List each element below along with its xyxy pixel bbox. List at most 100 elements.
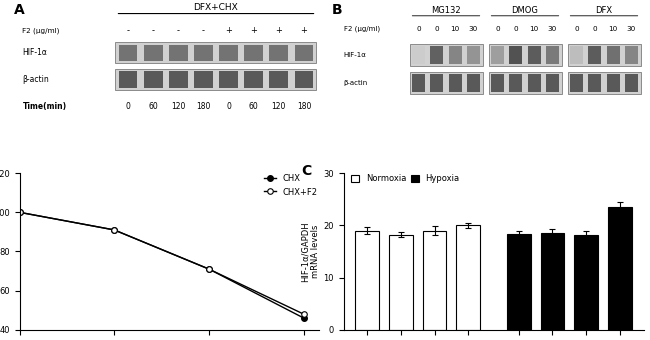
Bar [456, 225, 480, 330]
Text: -: - [202, 26, 205, 35]
Bar [244, 45, 263, 61]
Legend: CHX, CHX+F2: CHX, CHX+F2 [261, 171, 321, 200]
Bar [491, 46, 504, 64]
Bar [606, 74, 619, 92]
Bar [489, 72, 562, 94]
Bar [588, 74, 601, 92]
Bar [169, 71, 188, 88]
Text: -: - [177, 26, 180, 35]
Bar [430, 46, 443, 64]
Bar [546, 74, 559, 92]
Text: +: + [225, 26, 232, 35]
Bar [467, 46, 480, 64]
CHX+F2 [205, 267, 213, 271]
Text: HIF-1α: HIF-1α [343, 52, 367, 58]
Text: β-actin: β-actin [343, 80, 368, 86]
Line: CHX: CHX [17, 209, 307, 321]
Text: β-actin: β-actin [23, 75, 49, 84]
Text: 10: 10 [450, 26, 460, 32]
Bar [546, 46, 559, 64]
Bar [294, 45, 313, 61]
Text: 60: 60 [148, 102, 158, 111]
Bar [567, 44, 640, 66]
Bar [510, 46, 522, 64]
Bar [144, 45, 162, 61]
Text: B: B [332, 3, 342, 17]
Line: CHX+F2: CHX+F2 [17, 209, 307, 317]
Bar [507, 234, 530, 330]
Text: F2 (μg/ml): F2 (μg/ml) [343, 26, 380, 33]
Text: 180: 180 [297, 102, 311, 111]
Bar [541, 233, 564, 330]
CHX [111, 228, 118, 232]
Text: Time(min): Time(min) [23, 102, 66, 111]
Text: DFX: DFX [595, 6, 612, 15]
Bar [430, 74, 443, 92]
Text: +: + [250, 26, 257, 35]
Bar [491, 74, 504, 92]
Bar [528, 46, 541, 64]
Bar [467, 74, 480, 92]
Text: 0: 0 [226, 102, 231, 111]
Text: 0: 0 [125, 102, 131, 111]
Text: 0: 0 [514, 26, 518, 32]
Text: 0: 0 [435, 26, 439, 32]
Bar [194, 45, 213, 61]
Bar [570, 74, 583, 92]
CHX [205, 267, 213, 271]
Bar [412, 46, 425, 64]
Bar [575, 235, 598, 330]
Bar [194, 71, 213, 88]
Text: 120: 120 [171, 102, 185, 111]
Text: -: - [151, 26, 155, 35]
Bar [489, 44, 562, 66]
Text: 30: 30 [627, 26, 636, 32]
Text: A: A [14, 3, 24, 17]
Text: 30: 30 [469, 26, 478, 32]
Bar [410, 72, 482, 94]
Text: MG132: MG132 [431, 6, 461, 15]
Bar [389, 235, 413, 330]
Bar [244, 71, 263, 88]
Bar [169, 45, 188, 61]
Text: 120: 120 [272, 102, 286, 111]
CHX+F2 [111, 228, 118, 232]
Text: 180: 180 [196, 102, 211, 111]
Text: +: + [276, 26, 282, 35]
Bar [422, 231, 447, 330]
Text: 10: 10 [530, 26, 539, 32]
Bar [625, 74, 638, 92]
Bar [448, 74, 461, 92]
Text: 30: 30 [548, 26, 557, 32]
Text: HIF-1α: HIF-1α [23, 48, 47, 57]
Bar [116, 42, 317, 63]
Bar [588, 46, 601, 64]
Text: DFX+CHX: DFX+CHX [194, 3, 239, 13]
Text: 0: 0 [593, 26, 597, 32]
Bar [294, 71, 313, 88]
CHX [300, 316, 307, 320]
Bar [219, 45, 238, 61]
Text: 0: 0 [416, 26, 421, 32]
CHX+F2 [16, 210, 23, 214]
Legend: Normoxia, Hypoxia: Normoxia, Hypoxia [348, 171, 463, 187]
Text: 10: 10 [608, 26, 618, 32]
Bar [410, 44, 482, 66]
Text: F2 (μg/ml): F2 (μg/ml) [23, 27, 60, 34]
CHX [16, 210, 23, 214]
Text: 60: 60 [249, 102, 259, 111]
Text: DMOG: DMOG [512, 6, 538, 15]
Text: 0: 0 [575, 26, 579, 32]
Bar [119, 71, 138, 88]
Bar [356, 231, 379, 330]
Bar [412, 74, 425, 92]
Bar [625, 46, 638, 64]
Text: 0: 0 [495, 26, 500, 32]
Bar [570, 46, 583, 64]
Bar [144, 71, 162, 88]
Y-axis label: HIF-1α/GAPDH
mRNA levels: HIF-1α/GAPDH mRNA levels [301, 221, 320, 282]
Bar [608, 207, 632, 330]
Bar [269, 71, 288, 88]
CHX+F2 [300, 312, 307, 316]
Bar [219, 71, 238, 88]
